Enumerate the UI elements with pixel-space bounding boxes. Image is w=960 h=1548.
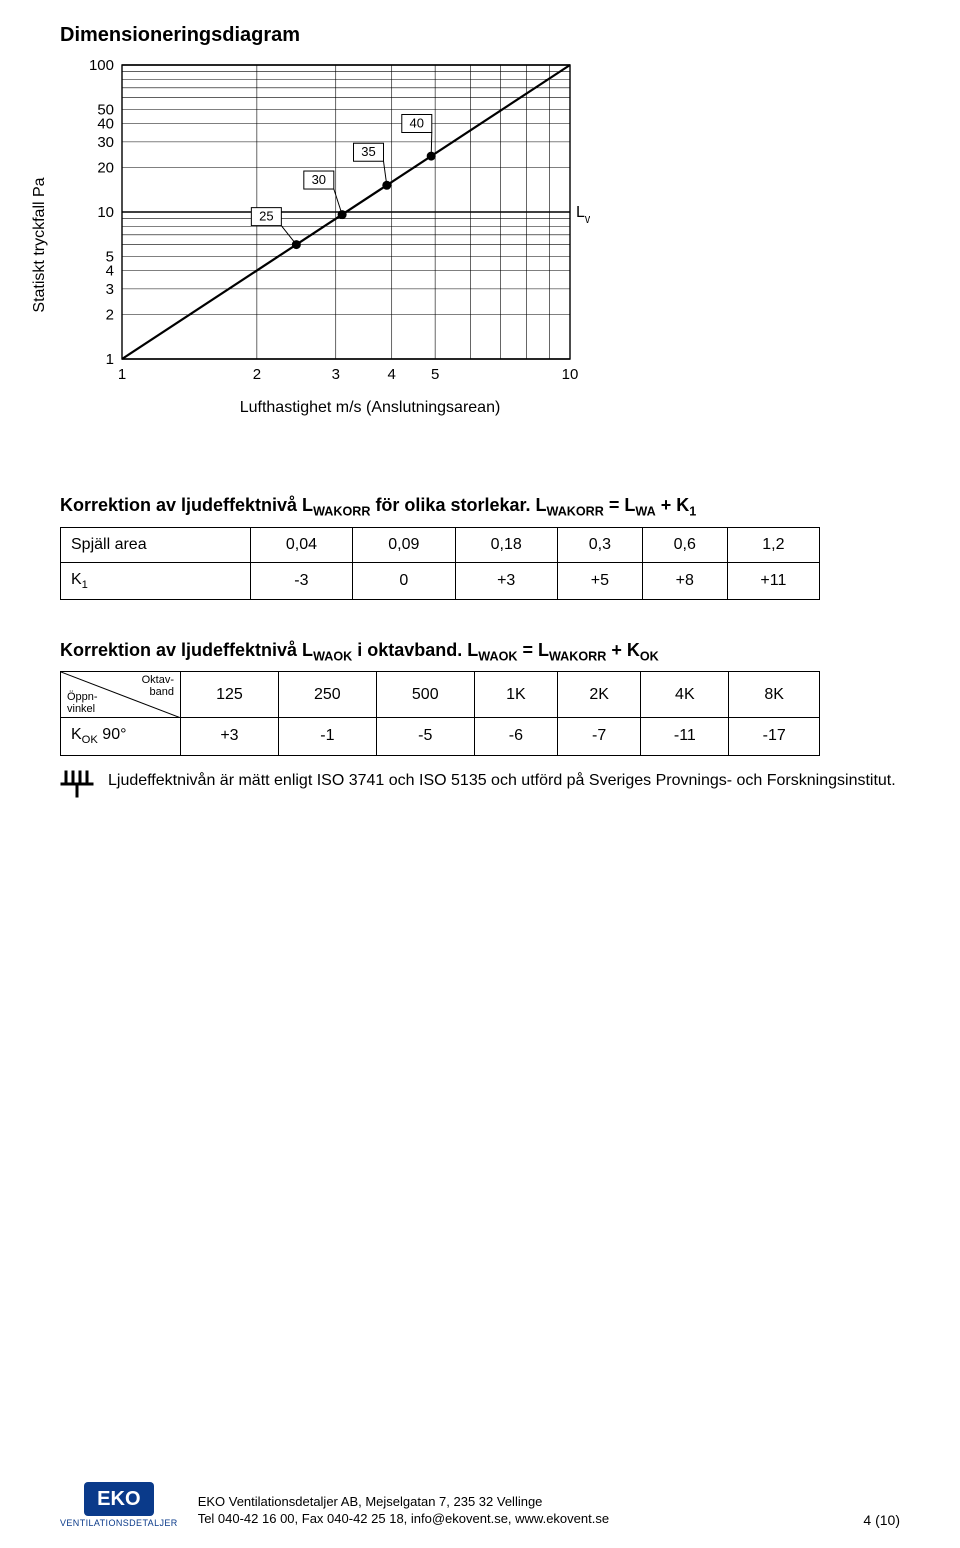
table1-cell: 0,09 [353,527,455,562]
svg-text:2: 2 [253,366,261,383]
chart-y-label: Statiskt tryckfall Pa [31,177,49,312]
table1-cell: +8 [642,562,727,599]
table1-cell: +11 [727,562,819,599]
table1-cell: +3 [455,562,557,599]
svg-text:35: 35 [361,144,375,159]
page-title: Dimensioneringsdiagram [60,24,900,47]
table1-cell: -3 [250,562,352,599]
section2-title: Korrektion av ljudeffektnivå LWAOK i okt… [60,640,900,664]
table1-cell: 0,6 [642,527,727,562]
table2-cell: -6 [474,718,557,755]
chart-x-label: Lufthastighet m/s (Anslutningsarean) [110,399,630,417]
table2-colhdr: 2K [558,672,641,718]
table2-colhdr: 125 [181,672,279,718]
table2-cell: -7 [558,718,641,755]
table1-cell: 0,3 [557,527,642,562]
table1-cell: 1,2 [727,527,819,562]
logo-mark: EKO [84,1482,154,1516]
table1-cell: 0 [353,562,455,599]
svg-text:3: 3 [106,281,114,298]
table1-cell: +5 [557,562,642,599]
svg-text:LWA (dB): LWA (dB) [576,204,590,226]
svg-text:5: 5 [106,248,114,265]
svg-text:30: 30 [97,134,114,151]
svg-text:5: 5 [431,366,439,383]
correction-table-2: Oktav-bandÖppn-vinkel1252505001K2K4K8K KO… [60,671,820,755]
note-text: Ljudeffektnivån är mätt enligt ISO 3741 … [108,770,896,792]
logo-subtext: VENTILATIONSDETALJER [60,1518,178,1528]
svg-text:25: 25 [259,209,273,224]
svg-text:50: 50 [97,101,114,118]
table1-cell: 0,18 [455,527,557,562]
table1-rowhdr-k1: K1 [61,562,251,599]
table2-colhdr: 250 [278,672,376,718]
table2-colhdr: 1K [474,672,557,718]
sizing-chart: Statiskt tryckfall Pa 123451020304050100… [70,55,630,435]
table2-cell: +3 [181,718,279,755]
page-footer: EKO VENTILATIONSDETALJER EKO Ventilation… [0,1482,960,1528]
measurement-note: Ljudeffektnivån är mätt enligt ISO 3741 … [60,770,900,798]
svg-text:40: 40 [410,115,424,130]
comb-icon [60,770,94,798]
svg-text:10: 10 [97,204,114,221]
svg-text:1: 1 [106,351,114,368]
table2-cell: -5 [376,718,474,755]
table2-colhdr: 500 [376,672,474,718]
svg-text:1: 1 [118,366,126,383]
table2-cell: -17 [729,718,820,755]
svg-text:4: 4 [388,366,396,383]
table2-colhdr: 4K [641,672,729,718]
page-number: 4 (10) [863,1512,900,1528]
footer-text: EKO Ventilationsdetaljer AB, Mejselgatan… [198,1494,844,1528]
svg-text:20: 20 [97,160,114,177]
svg-text:3: 3 [332,366,340,383]
correction-table-1: Spjäll area0,040,090,180,30,61,2K1-30+3+… [60,527,820,600]
table2-rowhdr: KOK 90° [61,718,181,755]
svg-text:30: 30 [312,172,326,187]
section1-title: Korrektion av ljudeffektnivå LWAKORR för… [60,495,900,519]
table2-colhdr: 8K [729,672,820,718]
table1-rowhdr-area: Spjäll area [61,527,251,562]
svg-text:2: 2 [106,307,114,324]
table1-cell: 0,04 [250,527,352,562]
svg-text:10: 10 [562,366,579,383]
eko-logo: EKO VENTILATIONSDETALJER [60,1482,178,1528]
chart-svg: 123451020304050100123451025303540LWA (dB… [70,55,590,395]
table2-diag-header: Oktav-bandÖppn-vinkel [61,672,181,718]
table2-cell: -1 [278,718,376,755]
table2-cell: -11 [641,718,729,755]
svg-text:100: 100 [89,57,114,74]
